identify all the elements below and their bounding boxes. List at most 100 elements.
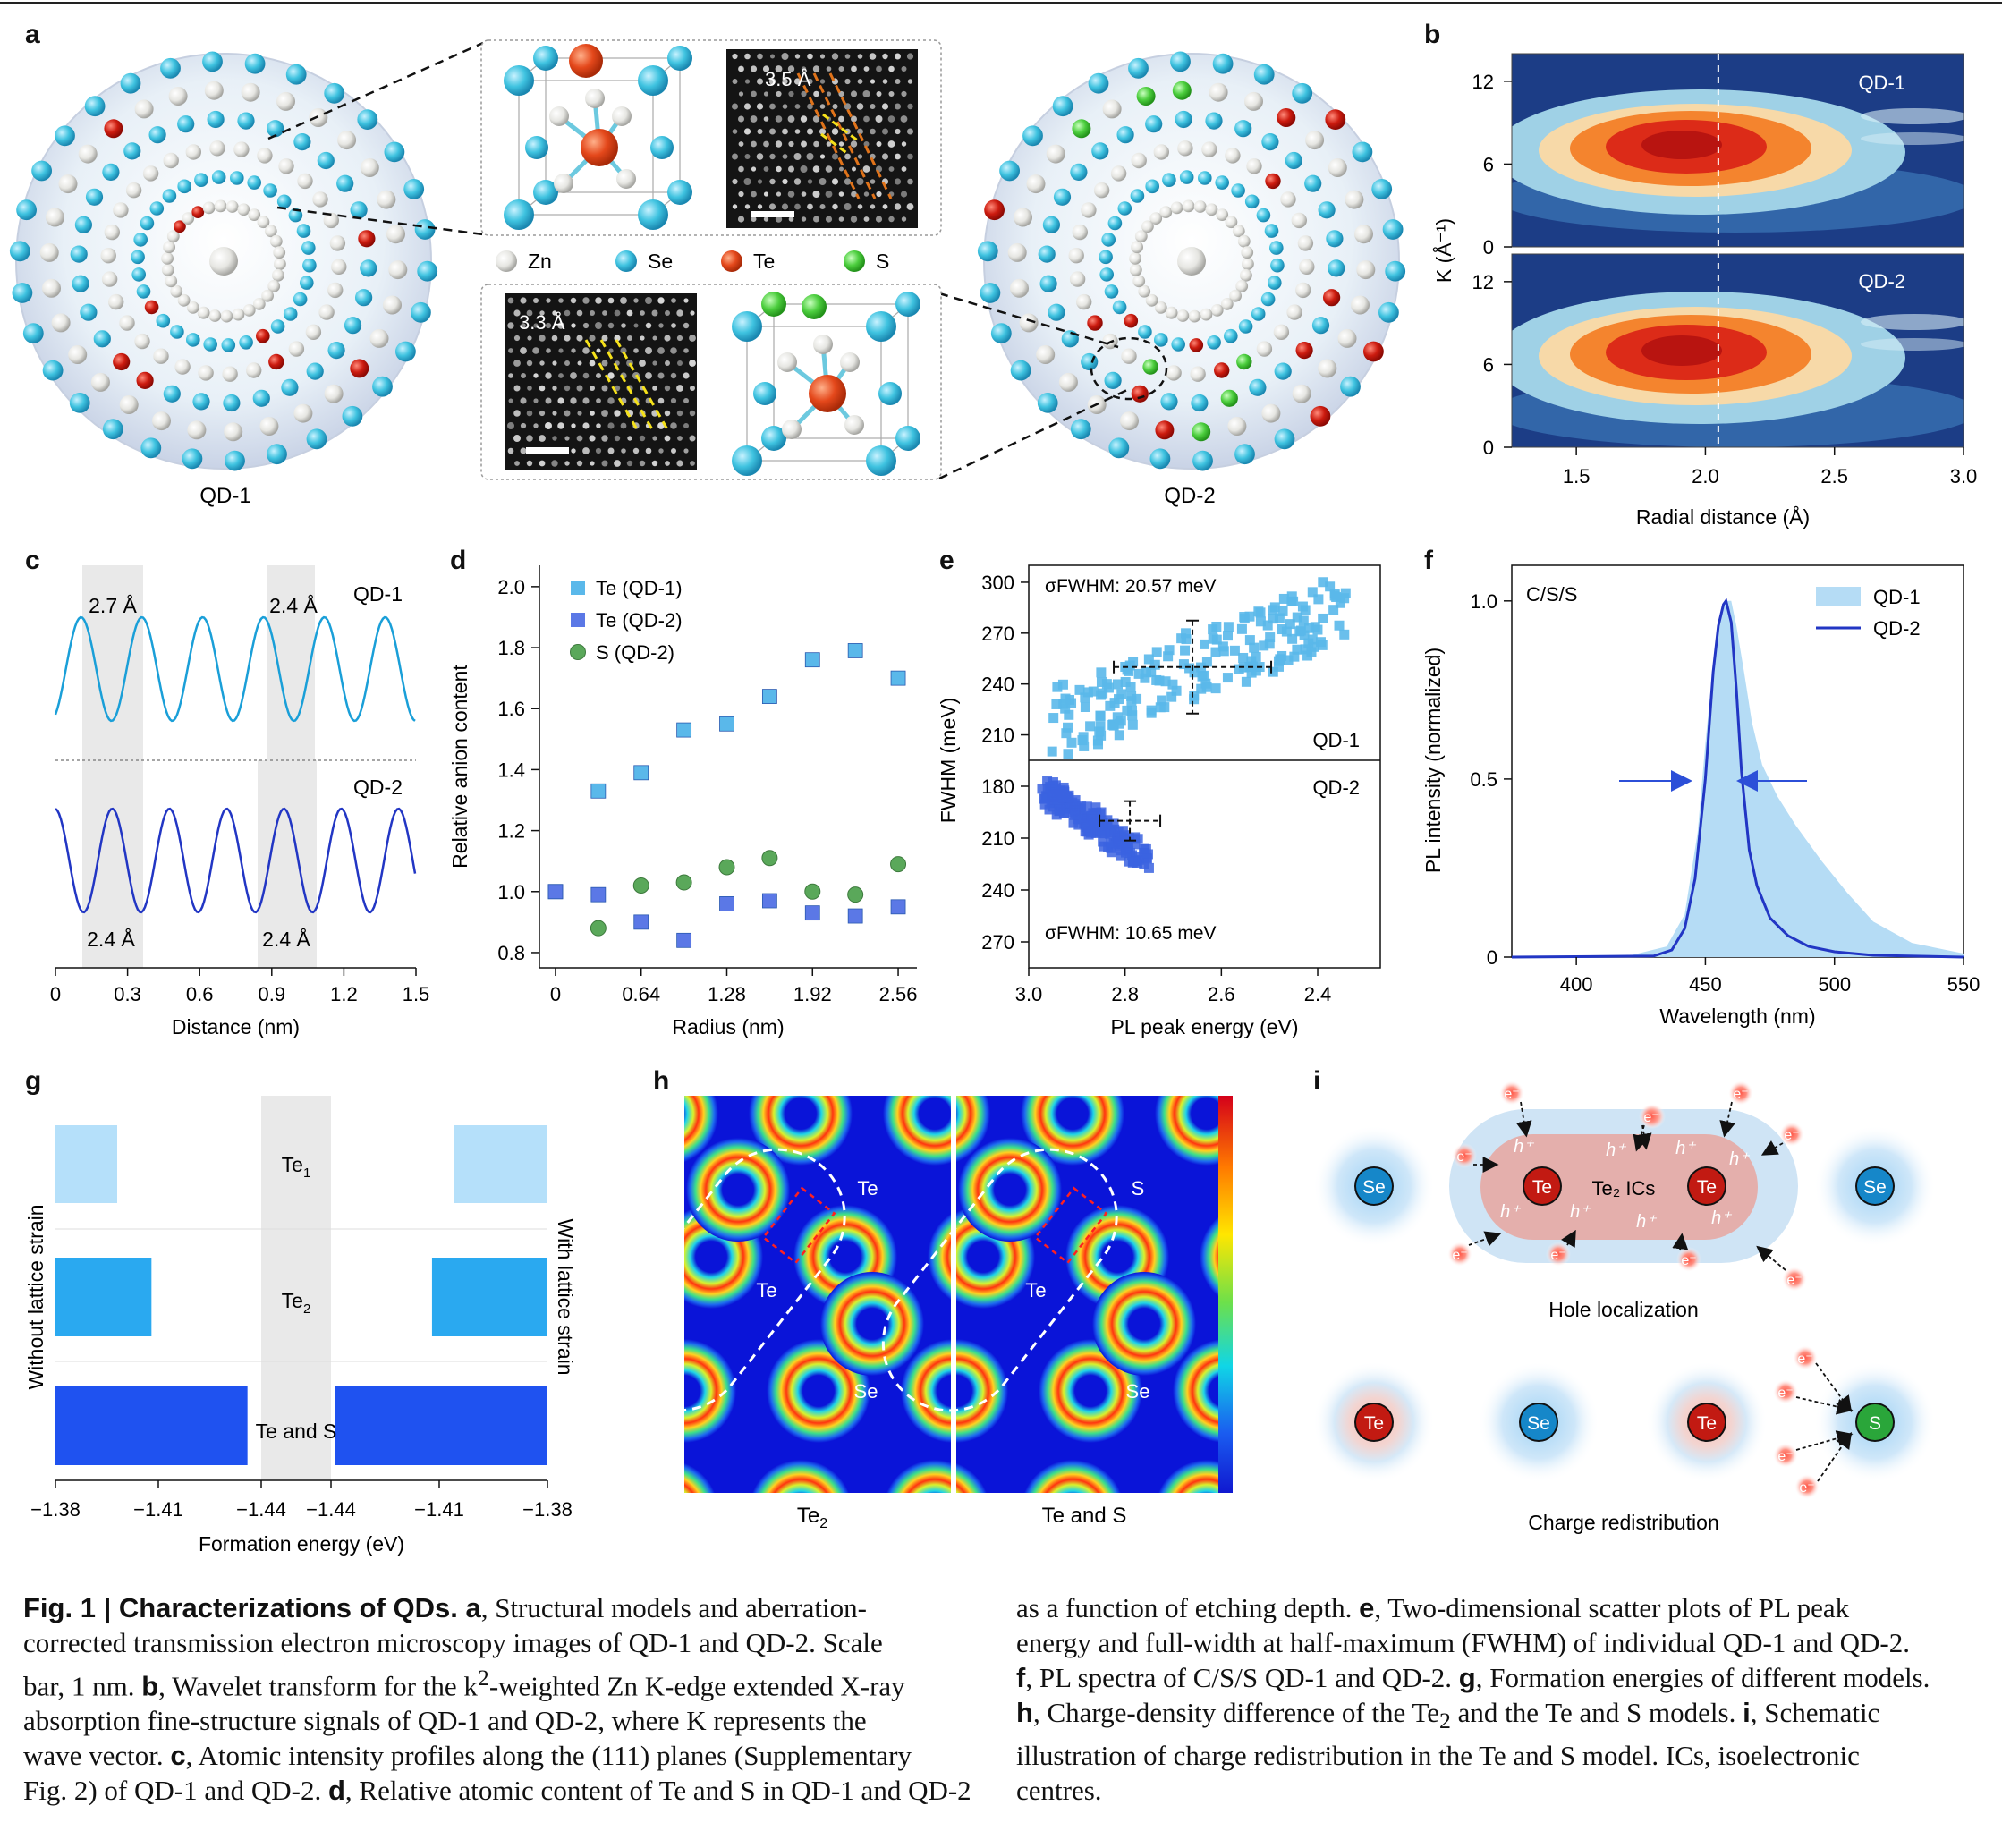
i-hole: h⁺ — [1570, 1202, 1591, 1222]
tem-dot — [552, 310, 557, 316]
atom — [144, 300, 159, 315]
atom — [1354, 225, 1373, 244]
tem-dot — [782, 128, 788, 135]
atom — [809, 375, 846, 412]
d-point-0 — [761, 689, 777, 704]
e-point-qd1 — [1289, 651, 1300, 662]
atom — [133, 233, 148, 247]
e-point-qd1 — [1080, 701, 1090, 712]
tem-dot — [882, 204, 888, 209]
e-xtick: 2.6 — [1208, 983, 1235, 1005]
atom — [39, 242, 59, 262]
e-point-qd1 — [1199, 639, 1209, 649]
tem-dot — [527, 386, 532, 391]
atom — [1207, 335, 1221, 350]
atom — [131, 267, 146, 282]
atom — [1124, 313, 1139, 328]
tem-dot — [576, 309, 583, 317]
atom — [161, 252, 174, 265]
atom — [237, 203, 250, 216]
h-atom-label: Se — [854, 1380, 878, 1403]
panel-d: 0 0.64 1.28 1.92 2.56 0.8 1.0 1.2 1.4 1.6 1.8 2.0 Ra… — [448, 565, 917, 1038]
tem-dot — [527, 335, 532, 341]
atom — [533, 46, 558, 71]
atom — [257, 148, 273, 164]
tem-dot — [683, 298, 689, 303]
tem-dot — [689, 360, 696, 367]
atom — [1325, 109, 1346, 130]
panel-b-qd2: QD-2 — [1858, 270, 1905, 292]
tem-dot — [607, 322, 615, 329]
caption-segment: as a function of etching depth. — [1016, 1592, 1360, 1623]
panel-letters: a b c d e f g h i — [25, 20, 1440, 1096]
tem-dot — [807, 103, 813, 110]
legend-label-zn: Zn — [528, 250, 552, 273]
tem-dot — [901, 216, 907, 222]
atom — [293, 292, 308, 307]
tem-dot — [870, 179, 876, 184]
atom — [732, 445, 762, 476]
e-point-qd1 — [1238, 652, 1249, 663]
c-qd2-label: QD-2 — [353, 776, 403, 799]
tem-dot — [564, 436, 570, 441]
tem-image-top — [726, 49, 918, 228]
tem-dot — [807, 203, 813, 210]
atom — [395, 341, 416, 362]
atom — [209, 140, 225, 157]
atom — [1176, 309, 1190, 322]
tem-dot — [533, 323, 539, 328]
atom — [100, 248, 116, 264]
qd2-label: QD-2 — [1164, 484, 1215, 508]
c-xlabel: Distance (nm) — [172, 1015, 300, 1038]
caption-segment: , Structural models and aberration- — [480, 1592, 867, 1623]
atom — [504, 65, 534, 96]
e-point-qd1 — [1329, 589, 1340, 599]
caption-line: illustration of charge redistribution in… — [1016, 1738, 1982, 1773]
atom — [1192, 450, 1213, 471]
d-point-2 — [632, 877, 649, 894]
e-point-qd1 — [1166, 691, 1177, 702]
atom — [411, 301, 431, 323]
tem-dot — [614, 460, 621, 467]
atom — [1295, 342, 1313, 360]
lattice-spacing-top: 3.5 Å — [765, 68, 811, 90]
e-point-qd1 — [1275, 655, 1285, 665]
atom — [1205, 112, 1223, 130]
e-point-qd1 — [1151, 647, 1162, 657]
i-electron: e⁻ — [1452, 1248, 1467, 1263]
tem-dot — [751, 140, 757, 148]
tem-dot — [819, 79, 826, 84]
tem-dot — [683, 448, 689, 454]
atom — [148, 126, 166, 144]
e-point-qd1 — [1114, 730, 1124, 741]
e-ytick: 210 — [981, 827, 1014, 850]
caption-segment: energy and full-width at half-maximum (F… — [1016, 1627, 1910, 1658]
f-legend-qd1: QD-1 — [1873, 586, 1921, 608]
d-ytick: 1.8 — [497, 637, 525, 659]
tem-dot — [602, 310, 607, 316]
atom — [1292, 384, 1311, 403]
tem-dot — [801, 66, 807, 72]
tem-dot — [900, 115, 908, 123]
qd1-atom-model — [9, 51, 438, 471]
tem-dot — [888, 91, 895, 97]
tem-dot — [557, 322, 564, 329]
atom — [16, 199, 37, 221]
b-ytick: 0 — [1483, 236, 1494, 259]
tem-dot — [851, 115, 857, 123]
atom — [1382, 219, 1404, 240]
atom — [317, 151, 335, 170]
d-point-2 — [890, 856, 907, 873]
tem-dot — [640, 335, 645, 341]
atom — [261, 289, 274, 302]
e-point-qd2 — [1132, 834, 1143, 844]
e-point-qd2 — [1143, 862, 1154, 873]
density-ring — [883, 1096, 951, 1166]
atom — [1132, 275, 1146, 288]
i-electron-arrow — [1756, 1245, 1786, 1271]
e-ytick: 240 — [981, 674, 1014, 696]
atom — [1261, 403, 1281, 423]
tem-dot — [856, 103, 864, 110]
tem-dot — [876, 191, 882, 198]
g-bar-right-3 — [335, 1386, 547, 1465]
